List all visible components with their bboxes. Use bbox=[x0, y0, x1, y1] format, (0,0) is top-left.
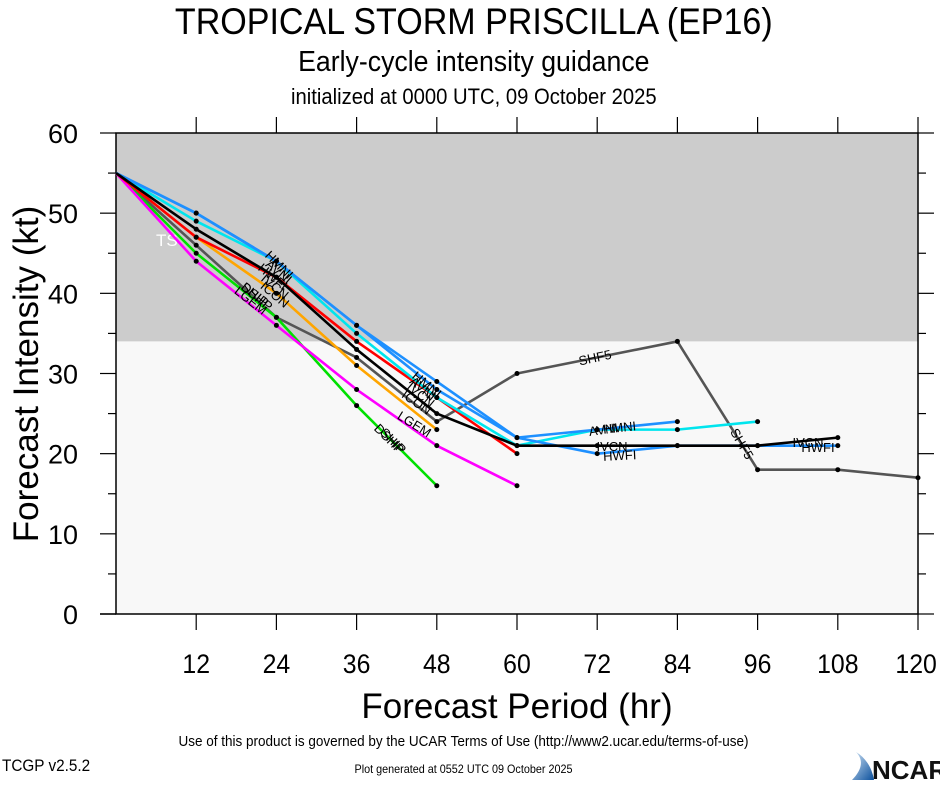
data-point-hmni bbox=[674, 419, 680, 425]
data-point-ship bbox=[273, 314, 279, 320]
chart-subtitle: Early-cycle intensity guidance bbox=[298, 46, 650, 78]
data-point-shf5 bbox=[354, 354, 360, 360]
x-tick-label: 48 bbox=[423, 650, 451, 679]
data-point-lgem bbox=[434, 443, 440, 449]
data-point-hwfi bbox=[594, 451, 600, 457]
generated-time: Plot generated at 0552 UTC 09 October 20… bbox=[354, 762, 573, 776]
data-point-hwfi bbox=[273, 258, 279, 264]
data-point-avni bbox=[193, 218, 199, 224]
series-label-avni: AVNI bbox=[588, 420, 619, 439]
x-tick-label: 72 bbox=[583, 650, 611, 679]
intensity-band bbox=[116, 133, 918, 342]
data-point-hmni bbox=[434, 379, 440, 385]
series-label-shf5: SHF5 bbox=[577, 347, 613, 369]
x-tick-label: 84 bbox=[664, 650, 692, 679]
data-point-hwfi bbox=[835, 443, 841, 449]
init-time: initialized at 0000 UTC, 09 October 2025 bbox=[290, 84, 657, 109]
ncar-logo-text: NCAR bbox=[872, 755, 940, 780]
data-point-hwfi bbox=[514, 435, 520, 441]
series-line-ivcn bbox=[115, 172, 838, 447]
y-tick-label: 30 bbox=[48, 360, 78, 390]
data-point-lgem bbox=[273, 322, 279, 328]
data-point-ship bbox=[193, 250, 199, 256]
data-point-icon bbox=[514, 451, 520, 457]
data-point-hmni bbox=[594, 427, 600, 433]
y-tick-label: 0 bbox=[63, 600, 78, 630]
y-tick-label: 40 bbox=[48, 279, 78, 309]
data-point-avni bbox=[674, 427, 680, 433]
data-point-ivcn bbox=[835, 435, 841, 441]
y-axis-label: Forecast Intensity (kt) bbox=[7, 206, 46, 542]
data-point-ivcn bbox=[514, 443, 520, 449]
data-point-ivcn bbox=[193, 226, 199, 232]
series-line-shf5 bbox=[115, 172, 919, 480]
data-point-hwfi bbox=[354, 322, 360, 328]
data-point-lgem bbox=[514, 483, 520, 489]
data-point-avni bbox=[755, 419, 761, 425]
series-label-hmni: HMNI bbox=[602, 418, 637, 436]
data-point-shf5 bbox=[674, 338, 680, 344]
data-point-ship bbox=[354, 403, 360, 409]
series-label-ivcn: IVCN bbox=[596, 439, 627, 454]
data-point-ivcn bbox=[354, 346, 360, 352]
data-point-hwfi bbox=[434, 387, 440, 393]
data-point-ivcn bbox=[674, 443, 680, 449]
data-point-lgem bbox=[193, 258, 199, 264]
y-tick-label: 10 bbox=[48, 520, 78, 550]
ncar-logo: NCAR bbox=[852, 752, 940, 785]
data-point-ship bbox=[434, 483, 440, 489]
x-tick-label: 120 bbox=[895, 650, 936, 679]
data-point-ivcn bbox=[594, 443, 600, 449]
x-tick-label: 108 bbox=[817, 650, 858, 679]
data-point-shf5 bbox=[835, 467, 841, 473]
x-tick-label: 12 bbox=[182, 650, 210, 679]
y-tick-label: 20 bbox=[48, 440, 78, 470]
series-label-hwfi: HWFI bbox=[801, 440, 834, 455]
data-point-ivcn bbox=[434, 411, 440, 417]
x-tick-label: 24 bbox=[263, 650, 291, 679]
x-axis-label: Forecast Period (hr) bbox=[361, 687, 672, 726]
y-tick-label: 60 bbox=[48, 119, 78, 149]
data-point-hwfi bbox=[193, 210, 199, 216]
version-label: TCGP v2.5.2 bbox=[2, 756, 91, 775]
series-label-ivcn: IVCN bbox=[792, 435, 823, 450]
data-point-ivcn bbox=[755, 443, 761, 449]
data-point-icon bbox=[193, 234, 199, 240]
data-point-shf5 bbox=[434, 419, 440, 425]
data-point-shf5 bbox=[514, 371, 520, 376]
data-point-shf5 bbox=[193, 242, 199, 248]
data-point-avni bbox=[354, 330, 360, 336]
chart-title: TROPICAL STORM PRISCILLA (EP16) bbox=[174, 1, 773, 42]
intensity-band bbox=[116, 341, 918, 614]
data-point-shf5 bbox=[915, 475, 921, 481]
x-tick-label: 36 bbox=[343, 650, 371, 679]
series-line-lgem bbox=[115, 172, 518, 487]
x-tick-label: 60 bbox=[503, 650, 531, 679]
data-point-shf5 bbox=[755, 467, 761, 473]
series-label-hwfi: HWFI bbox=[603, 447, 637, 464]
data-point-icon bbox=[354, 338, 360, 344]
data-point-lgem bbox=[354, 387, 360, 393]
ncar-swoosh-icon: NCAR bbox=[852, 752, 940, 785]
x-tick-label: 96 bbox=[744, 650, 772, 679]
data-point-ivcn bbox=[273, 274, 279, 280]
data-point-dshp bbox=[273, 290, 279, 296]
data-point-dshp bbox=[434, 427, 440, 433]
terms-of-use-link[interactable]: Use of this product is governed by the U… bbox=[178, 733, 749, 750]
y-tick-label: 50 bbox=[48, 199, 78, 229]
data-point-avni bbox=[434, 395, 440, 401]
data-point-dshp bbox=[354, 362, 360, 368]
band-label: TS bbox=[156, 231, 178, 250]
